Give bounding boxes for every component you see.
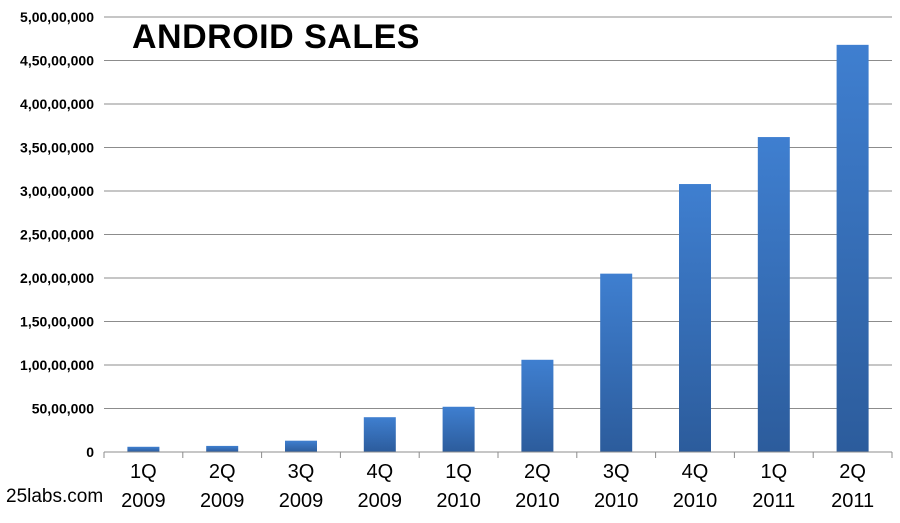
bar — [679, 184, 711, 453]
y-tick-label: 3,50,00,000 — [20, 140, 94, 156]
y-tick-label: 4,00,00,000 — [20, 96, 94, 112]
bar — [521, 359, 554, 452]
bar — [285, 440, 317, 452]
bars — [127, 44, 869, 453]
bar — [836, 44, 869, 453]
bar — [600, 273, 633, 452]
y-tick-label: 2,00,00,000 — [20, 270, 94, 286]
x-tick-label: 3Q 2010 — [594, 461, 639, 512]
x-tick-label: 2Q 2009 — [200, 461, 245, 512]
chart-title: ANDROID SALES — [132, 18, 420, 56]
x-tick-label: 4Q 2010 — [673, 461, 718, 512]
bar — [442, 406, 475, 452]
y-tick-label: 3,00,00,000 — [20, 183, 94, 199]
x-tick-label: 3Q 2009 — [279, 461, 324, 512]
x-tick-label: 4Q 2009 — [358, 461, 403, 512]
x-tick-label: 1Q 2011 — [752, 461, 795, 512]
y-tick-label: 4,50,00,000 — [20, 53, 94, 69]
x-axis — [103, 451, 893, 458]
x-tick-label: 1Q 2010 — [436, 461, 481, 512]
bar — [127, 446, 160, 452]
y-axis-tick-labels: 0 50,00,000 1,00,00,000 1,50,00,000 2,00,00,… — [20, 9, 94, 460]
bar — [206, 445, 239, 452]
watermark-25labs: 25labs.com — [6, 486, 104, 507]
y-tick-label: 1,00,00,000 — [20, 357, 94, 373]
bar — [757, 137, 790, 452]
y-tick-label: 1,50,00,000 — [20, 314, 94, 330]
x-tick-label: 2Q 2011 — [831, 461, 874, 512]
y-tick-label: 0 — [86, 444, 94, 460]
x-axis-tick-labels: 1Q 2009 2Q 2009 3Q 2009 4Q 2009 1Q 2010 2Q 2010 3Q 20… — [121, 461, 874, 512]
x-tick-label: 2Q 2010 — [515, 461, 560, 512]
y-tick-label: 5,00,00,000 — [20, 9, 94, 25]
y-tick-label: 2,50,00,000 — [20, 227, 94, 243]
y-tick-label: 50,00,000 — [32, 401, 94, 417]
x-tick-label: 1Q 2009 — [121, 461, 166, 512]
bar — [363, 417, 396, 452]
gridlines — [104, 16, 892, 409]
